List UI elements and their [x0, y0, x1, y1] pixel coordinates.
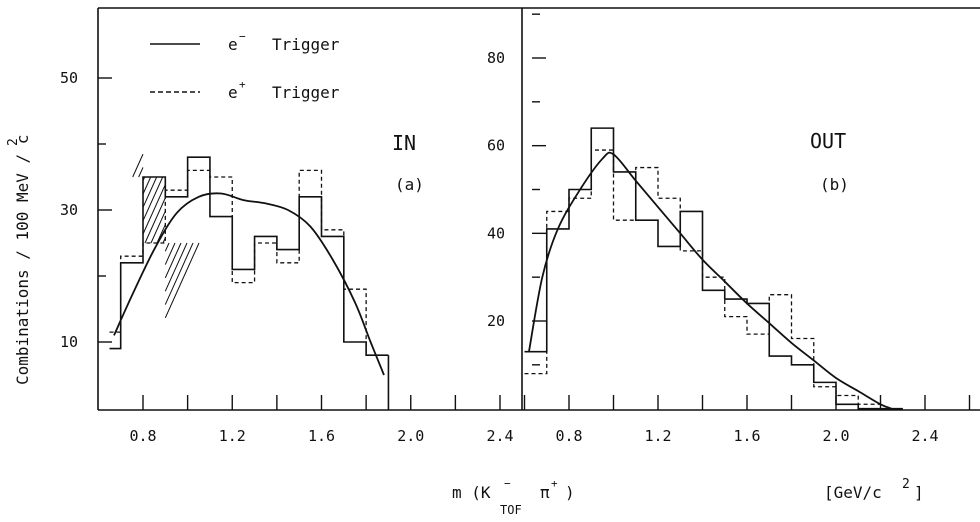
panel-a-y-tick-label: 50	[60, 69, 78, 87]
hatch-line	[142, 184, 166, 235]
panel-b-fit-curve	[528, 151, 892, 410]
hatch-line	[164, 242, 176, 265]
panel-b-tag: (b)	[820, 175, 849, 194]
panel-b-x-tick-label: 1.6	[733, 427, 760, 445]
hatch-line	[164, 242, 170, 252]
panel-a-x-tick-label: 1.2	[219, 427, 246, 445]
plot-frames	[97, 7, 980, 411]
x-axis-unit-sup: 2	[902, 477, 910, 492]
x-axis-label-pi: π	[540, 483, 550, 502]
legend-solid-label: Trigger	[272, 35, 340, 54]
hatch-line	[142, 176, 152, 195]
panel-a-hatched-bin	[132, 153, 200, 319]
legend: e − Trigger e + Trigger	[150, 30, 340, 102]
panel-b-histogram-solid	[524, 127, 903, 410]
hatch-line	[144, 197, 166, 244]
legend-solid-charge: −	[239, 30, 246, 43]
panel-a-tag: (a)	[395, 175, 424, 194]
panel-b-x-tick-label: 2.0	[822, 427, 849, 445]
hatch-line	[164, 242, 194, 305]
panel-b-x-tick-label: 1.2	[644, 427, 671, 445]
panel-a-y-tick-label: 30	[60, 201, 78, 219]
x-axis-label-close: )	[565, 483, 575, 502]
panel-a-x-tick-label: 2.0	[397, 427, 424, 445]
panel-b-y-tick-label: 40	[487, 224, 505, 242]
legend-dashed-label: Trigger	[272, 83, 340, 102]
panel-a-x-tick-label: 0.8	[129, 427, 156, 445]
panel-a-x-tick-label: 2.4	[486, 427, 513, 445]
y-axis-label: Combinations / 100 MeV / c	[13, 135, 32, 385]
panel-b-y-tick-label: 60	[487, 137, 505, 155]
panel-b-y-tick-label: 20	[487, 312, 505, 330]
x-axis-label-sub: TOF	[500, 503, 522, 517]
legend-solid-particle: e	[228, 35, 238, 54]
panel-b-y-tick-label: 80	[487, 49, 505, 67]
legend-dashed-charge: +	[239, 78, 246, 91]
panel-a-histogram-solid	[109, 156, 389, 356]
hatch-line	[138, 167, 144, 178]
panel-a-title: IN	[392, 131, 416, 155]
legend-dashed-particle: e	[228, 83, 238, 102]
x-axis-label-pi-sup: +	[551, 477, 558, 490]
hatch-line	[132, 153, 144, 178]
hatch-line	[156, 224, 166, 244]
x-axis-unit-close: ]	[914, 483, 924, 502]
hatch-line	[164, 242, 182, 279]
hatch-line	[150, 210, 166, 244]
panel-b-title: OUT	[810, 129, 846, 153]
panel-a-fit-curve	[113, 192, 385, 376]
panel-a-histogram-dashed	[109, 169, 389, 356]
hatch-line	[142, 176, 164, 221]
panel-b-x-tick-label: 2.4	[911, 427, 938, 445]
chart-marks: 0.8 1.2 1.6 2.0 2.4 10 30 50 0.8 1.2 1.6 2.0 2.4 20 40…	[60, 13, 971, 445]
hatch-line	[164, 242, 200, 319]
panel-a-x-tick-label: 1.6	[308, 427, 335, 445]
x-axis-label-sup: −	[504, 477, 511, 490]
hatch-line	[164, 242, 188, 292]
y-axis-label-sup: 2	[6, 138, 21, 146]
panel-b-x-tick-label: 0.8	[555, 427, 582, 445]
x-axis-unit: [GeV/c	[824, 483, 882, 502]
hatch-line	[142, 176, 158, 208]
x-axis-label: m (K	[452, 483, 491, 502]
panel-a-y-tick-label: 10	[60, 333, 78, 351]
